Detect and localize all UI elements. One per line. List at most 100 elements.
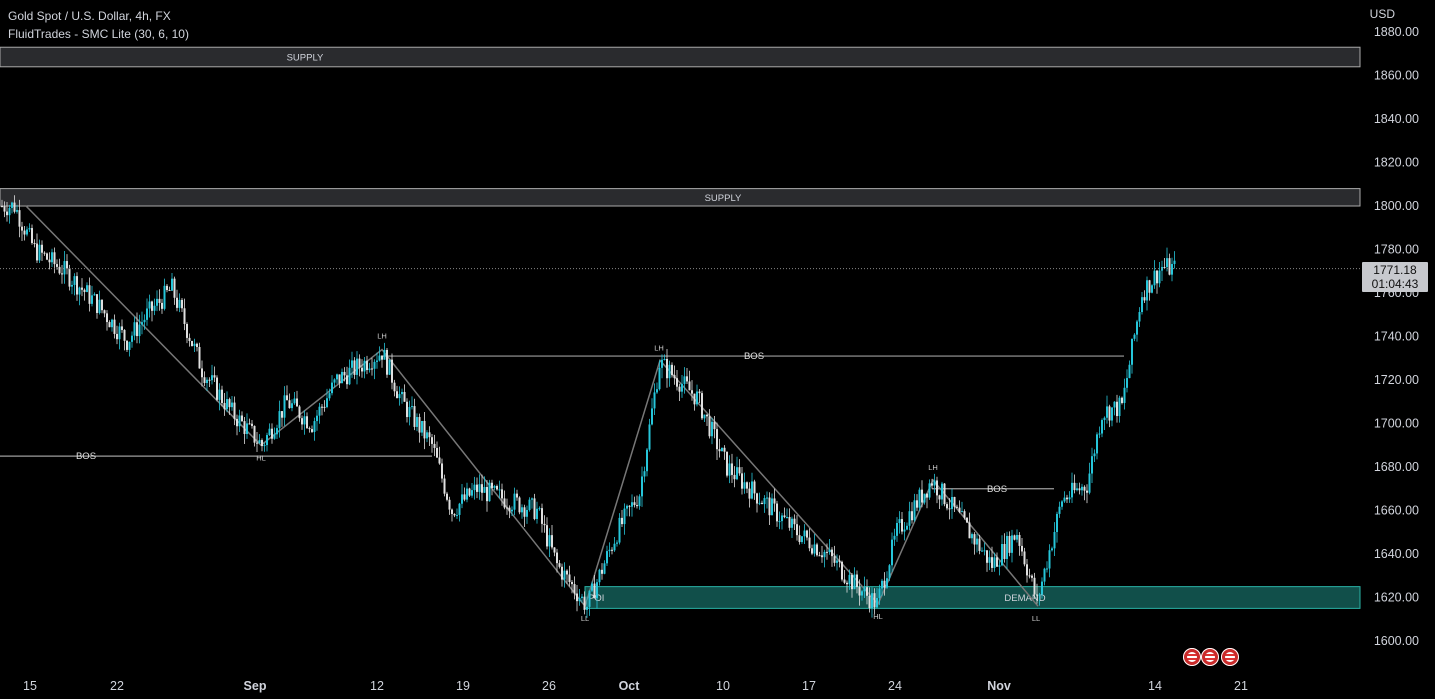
candle [373,361,376,369]
candle [98,299,101,313]
candle [838,560,841,562]
candle [958,507,961,513]
candle [261,440,263,447]
candle [1016,534,1018,540]
candle [933,480,936,486]
candle [1083,486,1086,491]
candle [906,525,908,530]
candle [386,349,388,375]
candle [258,440,261,444]
candle [396,391,398,399]
swing-label: LH [928,463,938,472]
candle [486,486,488,502]
candle [1106,406,1108,418]
candle [438,457,441,464]
candle [118,326,121,340]
candle [353,360,356,375]
candle [1091,456,1093,474]
candle [826,551,828,553]
candle [713,421,716,430]
candle [203,377,206,383]
candle [656,389,658,393]
candle [18,210,21,227]
bos-label: BOS [987,484,1007,495]
price-tick-label: 1880.00 [1374,25,1419,39]
candle [81,287,83,290]
candle [626,505,628,509]
us-flag-event-icon[interactable] [1221,648,1239,666]
candle [686,376,688,382]
candle [3,206,6,212]
candle [83,289,86,292]
candle [1146,280,1148,301]
zone-label: SUPPLY [705,193,742,204]
candle [863,587,866,592]
price-tick-label: 1600.00 [1374,634,1419,648]
candle [496,485,498,490]
candle [38,244,41,261]
us-flag-event-icon[interactable] [1183,648,1201,666]
price-tick-label: 1720.00 [1374,373,1419,387]
candle [798,535,801,543]
candle [1086,490,1088,493]
candle [236,418,238,427]
candle [413,406,416,427]
time-axis[interactable]: 15 22 Sep 12 19 26 Oct 10 17 24 Nov 14 21 [23,679,1248,693]
candle [1113,401,1116,408]
candle [868,595,871,609]
candle [611,549,613,551]
candle [406,401,408,418]
swing-label: LH [654,343,664,352]
candle [78,287,81,295]
candle [1018,534,1021,546]
candle [476,484,478,492]
candle [206,379,208,383]
candle [23,230,26,235]
candle [663,358,666,360]
candle [1078,488,1081,491]
candle [91,295,93,304]
candle [136,322,138,337]
candle [946,504,948,509]
candle [913,500,916,521]
us-flag-event-icon[interactable] [1201,648,1219,666]
candle [681,383,683,392]
candle [1128,364,1131,379]
candle [793,518,796,525]
candle [568,574,571,582]
candle [766,497,768,499]
candle [791,518,793,528]
indicator-label[interactable]: FluidTrades - SMC Lite (30, 6, 10) [8,27,189,41]
symbol-title[interactable]: Gold Spot / U.S. Dollar, 4h, FX [8,9,171,23]
candle [918,489,921,508]
candle [1118,397,1121,417]
candle [943,483,946,505]
price-tick-label: 1620.00 [1374,591,1419,605]
candle [183,308,186,324]
candle [93,294,96,296]
candle [431,437,433,444]
candle [646,449,648,472]
candle [451,509,453,514]
candle [528,499,531,510]
candle [558,563,561,567]
candle [1068,497,1071,500]
candle [33,243,36,245]
candle [246,423,248,435]
candle [701,393,703,419]
candle [423,420,426,439]
candle [13,202,16,212]
candle [131,335,133,342]
candle [218,389,221,400]
candle [178,299,181,308]
candle [36,243,38,261]
candle [463,494,466,500]
candle [691,390,693,394]
candle [526,509,528,517]
candle [391,359,393,383]
candle [1036,594,1038,596]
price-axis[interactable]: 1880.00 1860.00 1840.00 1820.00 1800.00 1780.… [1374,25,1419,648]
candle [291,403,293,409]
candle [448,499,451,510]
